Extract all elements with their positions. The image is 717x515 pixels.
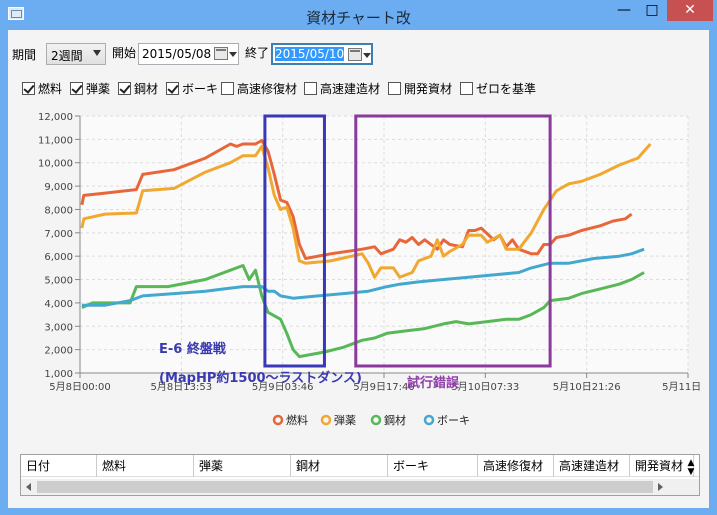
checkbox-7[interactable]: ゼロを基準 — [460, 80, 536, 96]
annotation-label: (MapHP約1500～ラストダンス) — [159, 370, 362, 386]
checkbox-label: 開発資材 — [404, 81, 453, 96]
checkbox-label: 高速修復材 — [237, 81, 298, 96]
maximize-button[interactable]: □ — [645, 2, 659, 18]
y-tick-label: 8,000 — [44, 205, 73, 216]
resource-chart: 1,000 2,000 3,000 4,000 5,000 6,000 7,000 8,000… — [38, 112, 714, 427]
checkbox-box[interactable] — [70, 81, 83, 95]
x-tick-label: 5月10日21:26 — [553, 381, 621, 393]
legend-label: 弾薬 — [334, 414, 356, 427]
checkbox-label: ボーキ — [182, 81, 219, 96]
y-tick-label: 1,000 — [44, 369, 73, 380]
chevron-down-icon[interactable]: ▼ — [687, 467, 695, 477]
y-tick-label: 5,000 — [44, 276, 73, 287]
legend-label: 燃料 — [286, 413, 308, 427]
column-header[interactable]: 開発資材 — [630, 455, 694, 477]
legend-marker — [370, 414, 382, 426]
highlight-box-0 — [263, 114, 326, 368]
y-tick-label: 7,000 — [44, 229, 73, 240]
x-tick-label: 5月8日13:53 — [151, 381, 213, 393]
legend-marker — [320, 414, 332, 426]
column-header[interactable]: 高速建造材 — [554, 455, 630, 477]
annotation-label: E-6 終盤戦 — [159, 341, 227, 357]
checkbox-box[interactable] — [221, 81, 234, 95]
legend-marker — [423, 414, 435, 426]
checkbox-6[interactable]: 開発資材 — [388, 80, 452, 96]
title-bar[interactable]: 資材チャート改 — □ ✕ — [0, 0, 717, 30]
table-header: 日付 燃料 弾薬 鋼材 ボーキ 高速修復材 高速建造材 開発資材 — [21, 455, 699, 477]
checkbox-box[interactable] — [22, 81, 35, 95]
highlight-box-1 — [354, 114, 552, 368]
horizontal-scrollbar[interactable] — [21, 479, 699, 495]
column-header[interactable]: 日付 — [21, 455, 97, 477]
y-tick-label: 6,000 — [44, 252, 73, 263]
x-tick-label: 5月11日11 — [662, 381, 702, 393]
x-tick-label: 5月9日03:46 — [252, 381, 314, 393]
period-select[interactable]: 2週間 — [46, 43, 106, 65]
end-date-picker[interactable]: 2015/05/10 — [271, 43, 373, 65]
column-header[interactable]: ボーキ — [388, 455, 478, 477]
y-tick-label: 9,000 — [44, 182, 73, 193]
chart-panel: 1,000 2,000 3,000 4,000 5,000 6,000 7,000 8,000… — [12, 102, 714, 442]
legend-label: ボーキ — [437, 414, 470, 427]
column-header[interactable]: 燃料 — [97, 455, 194, 477]
scrollbar-thumb[interactable] — [37, 481, 653, 493]
checkbox-label: 鋼材 — [134, 81, 159, 96]
scroll-right-icon[interactable] — [658, 483, 663, 491]
annotation-label: 試行錯誤 — [407, 375, 460, 391]
legend-marker — [272, 414, 284, 426]
app-icon — [8, 7, 24, 20]
series-line-1 — [80, 143, 652, 279]
chevron-up-icon[interactable]: ▲ — [687, 458, 695, 468]
resource-table: 日付 燃料 弾薬 鋼材 ボーキ 高速修復材 高速建造材 開発資材 ▲ ▼ — [20, 454, 700, 496]
column-header[interactable]: 高速修復材 — [478, 455, 554, 477]
scroll-left-icon[interactable] — [26, 483, 31, 491]
window-title: 資材チャート改 — [306, 9, 411, 27]
y-tick-label: 10,000 — [38, 159, 73, 170]
checkbox-label: 燃料 — [38, 81, 63, 96]
series-line-0 — [80, 139, 633, 260]
calendar-icon[interactable] — [214, 47, 228, 60]
legend-label: 鋼材 — [384, 413, 406, 427]
period-select-value: 2週間 — [51, 49, 83, 63]
column-header[interactable]: 弾薬 — [194, 455, 291, 477]
start-label: 開始 — [112, 46, 137, 60]
y-tick-label: 2,000 — [44, 346, 73, 357]
y-tick-label: 3,000 — [44, 322, 73, 333]
checkbox-label: 弾薬 — [86, 81, 111, 96]
checkbox-3[interactable]: ボーキ — [166, 80, 218, 96]
end-label: 終了 — [245, 46, 270, 60]
client-area: 期間 2週間 開始 2015/05/08 終了 2015/05/10 燃料 弾薬鋼… — [8, 30, 714, 508]
start-date-picker[interactable]: 2015/05/08 — [138, 43, 239, 65]
x-tick-label: 5月9日17:40 — [353, 381, 415, 393]
chevron-down-icon — [93, 50, 101, 56]
checkbox-box[interactable] — [304, 81, 317, 95]
y-tick-label: 11,000 — [38, 135, 73, 146]
checkbox-box[interactable] — [460, 81, 473, 95]
checkbox-box[interactable] — [118, 81, 131, 95]
checkbox-box[interactable] — [388, 81, 401, 95]
x-tick-label: 5月8日00:00 — [49, 381, 111, 393]
end-date-value: 2015/05/10 — [275, 47, 345, 61]
calendar-icon[interactable] — [348, 48, 362, 61]
chevron-down-icon — [363, 53, 371, 58]
checkbox-box[interactable] — [166, 81, 179, 95]
period-label: 期間 — [12, 48, 37, 62]
checkbox-label: ゼロを基準 — [476, 81, 537, 96]
checkbox-1[interactable]: 弾薬 — [70, 80, 110, 96]
checkbox-5[interactable]: 高速建造材 — [304, 80, 380, 96]
y-tick-label: 4,000 — [44, 299, 73, 310]
checkbox-0[interactable]: 燃料 — [22, 80, 62, 96]
checkbox-label: 高速建造材 — [320, 81, 381, 96]
checkbox-2[interactable]: 鋼材 — [118, 80, 158, 96]
start-date-value: 2015/05/08 — [142, 47, 212, 61]
column-header[interactable]: 鋼材 — [291, 455, 388, 477]
x-tick-label: 5月10日07:33 — [451, 381, 519, 393]
close-button[interactable]: ✕ — [667, 0, 713, 21]
y-tick-label: 12,000 — [38, 112, 73, 123]
minimize-button[interactable]: — — [617, 2, 631, 18]
checkbox-4[interactable]: 高速修復材 — [221, 80, 297, 96]
chevron-down-icon — [229, 52, 237, 57]
